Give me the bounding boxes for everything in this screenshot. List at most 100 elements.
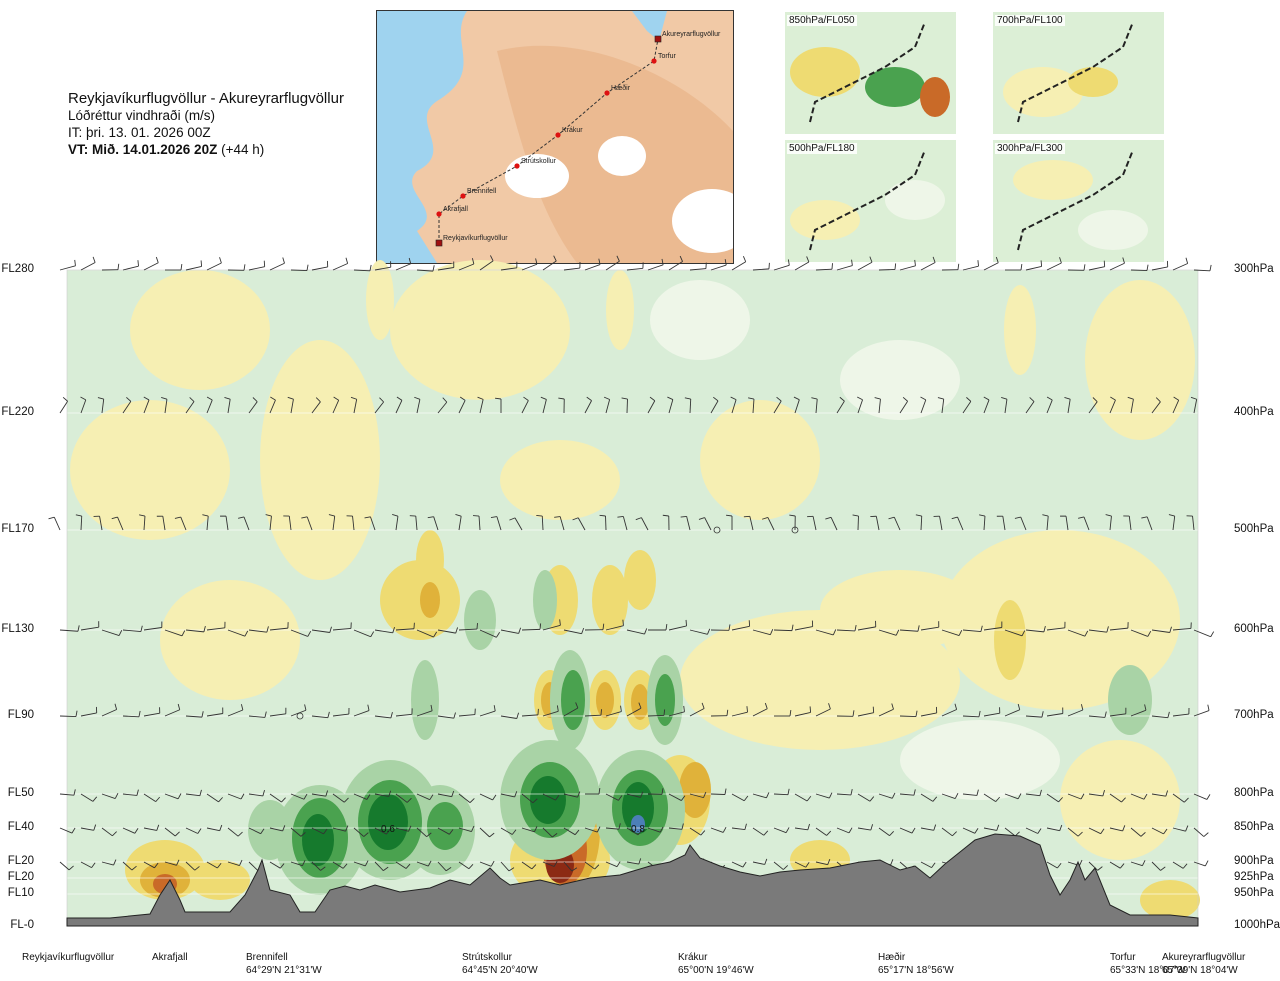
wind-barb-shaft xyxy=(1004,793,1019,800)
wind-barb-shaft xyxy=(1088,715,1105,718)
wind-barb-flag xyxy=(979,514,986,517)
wind-barb-shaft xyxy=(416,710,433,717)
wind-barb-shaft xyxy=(983,712,1000,717)
wind-barb-shaft xyxy=(416,399,421,414)
wind-barb-shaft xyxy=(290,827,302,837)
wind-barb-flag xyxy=(917,625,920,632)
wind-barb-shaft xyxy=(689,708,705,717)
wind-barb-flag xyxy=(489,832,495,838)
wind-barb-flag xyxy=(700,830,706,836)
wind-barb-shaft xyxy=(500,715,517,719)
wind-barb-shaft xyxy=(122,861,133,871)
wind-barb-shaft xyxy=(689,268,706,271)
contour-cell xyxy=(596,682,614,718)
wind-barb-shaft xyxy=(1151,401,1161,414)
wind-barb-shaft xyxy=(899,827,913,834)
contour-cell xyxy=(248,800,292,860)
wind-barb-shaft xyxy=(101,861,114,866)
wind-barb-shaft xyxy=(626,793,641,798)
wind-barb-flag xyxy=(638,702,642,709)
wind-barb-flag xyxy=(364,516,371,519)
wind-barb-shaft xyxy=(416,629,434,638)
wind-barb-shaft xyxy=(80,399,87,414)
wind-barb-shaft xyxy=(80,626,99,631)
wind-barb-flag xyxy=(744,823,747,830)
wind-barb-shaft xyxy=(433,516,439,531)
level-map-850-label: 850hPa/FL050 xyxy=(787,15,857,26)
wind-barb-shaft xyxy=(878,399,881,414)
wind-barb-flag xyxy=(1190,396,1197,400)
wind-barb-shaft xyxy=(395,827,409,832)
terrain-fill xyxy=(66,833,1199,927)
contour-cell xyxy=(840,340,960,420)
wind-barb-shaft xyxy=(332,400,340,414)
wind-barb-flag xyxy=(301,516,308,519)
wind-barb-flag xyxy=(832,629,837,636)
wind-barb-shaft xyxy=(1088,861,1098,871)
wind-barb-shaft xyxy=(815,629,834,636)
valid-time-row: VT: Mið. 14.01.2026 20Z (+44 h) xyxy=(68,141,344,158)
x-station-label: Akureyrarflugvöllur 65°39'N 18°04'W xyxy=(1162,951,1245,977)
wind-barb-flag xyxy=(477,396,484,400)
wind-barb-shaft xyxy=(1065,516,1069,531)
wind-barb-shaft xyxy=(143,712,160,717)
wind-barb-flag xyxy=(244,630,249,637)
wind-barb-shaft xyxy=(731,261,746,271)
wind-barb-shaft xyxy=(542,827,553,838)
wind-barb-shaft xyxy=(1046,516,1049,531)
y-tick-label-hpa: 900hPa xyxy=(1234,855,1274,867)
wind-barb-flag xyxy=(600,709,602,716)
wind-barb-shaft xyxy=(626,707,642,717)
wind-barb-shaft xyxy=(479,399,484,414)
wind-barb-flag xyxy=(1039,789,1042,796)
wind-barb-flag xyxy=(177,703,181,710)
wind-barb-flag xyxy=(599,514,606,517)
wind-barb-shaft xyxy=(962,401,972,414)
map-glacier-langjokull xyxy=(505,154,569,198)
level-map-850-patch-a xyxy=(790,47,860,97)
wind-barb-shaft xyxy=(584,714,602,717)
wind-barb-shaft xyxy=(1046,827,1060,832)
wind-barb-shaft xyxy=(668,711,685,717)
calm-wind-circle xyxy=(296,712,304,720)
wind-barb-shaft xyxy=(1067,827,1079,837)
wind-barb-shaft xyxy=(415,516,418,531)
wind-barb-flag xyxy=(937,397,944,400)
wind-barb-flag xyxy=(746,706,748,713)
y-tick-label-fl: FL170 xyxy=(1,523,34,535)
wind-barb-shaft xyxy=(479,793,493,801)
wind-barb-flag xyxy=(194,866,200,871)
wind-barb-shaft xyxy=(143,827,157,831)
wind-barb-shaft xyxy=(815,708,831,717)
wind-barb-flag xyxy=(1037,828,1042,834)
wind-barb-flag xyxy=(243,264,246,271)
wind-barb-flag xyxy=(911,827,916,834)
wind-barb-flag xyxy=(869,796,875,802)
wind-barb-flag xyxy=(742,861,747,868)
wind-barb-shaft xyxy=(353,629,371,638)
wind-barb-shaft xyxy=(500,267,517,271)
wind-barb-shaft xyxy=(542,861,555,867)
wind-barb-flag xyxy=(518,627,522,634)
wind-barb-shaft xyxy=(243,516,250,531)
level-map-700-patch-b xyxy=(1068,67,1118,97)
wind-barb-flag xyxy=(575,702,579,709)
wind-barb-flag xyxy=(48,516,55,520)
wind-barb-shaft xyxy=(59,715,77,718)
wind-barb-shaft xyxy=(731,711,748,717)
wind-barb-flag xyxy=(386,828,391,835)
wind-barb-flag xyxy=(252,397,258,402)
wind-barb-shaft xyxy=(563,793,578,798)
map-waypoint-marker xyxy=(436,211,442,217)
wind-barb-shaft xyxy=(332,827,346,832)
wind-barb-shaft xyxy=(164,399,168,414)
wind-barb-shaft xyxy=(80,793,94,802)
wind-barb-shaft xyxy=(668,827,682,830)
wind-barb-flag xyxy=(1182,863,1188,869)
map-airport-marker xyxy=(654,35,662,43)
wind-barb-flag xyxy=(857,396,863,401)
contour-cell xyxy=(420,582,440,618)
wind-barb-shaft xyxy=(437,793,452,798)
wind-barb-shaft xyxy=(416,793,430,801)
wind-barb-flag xyxy=(680,795,686,801)
